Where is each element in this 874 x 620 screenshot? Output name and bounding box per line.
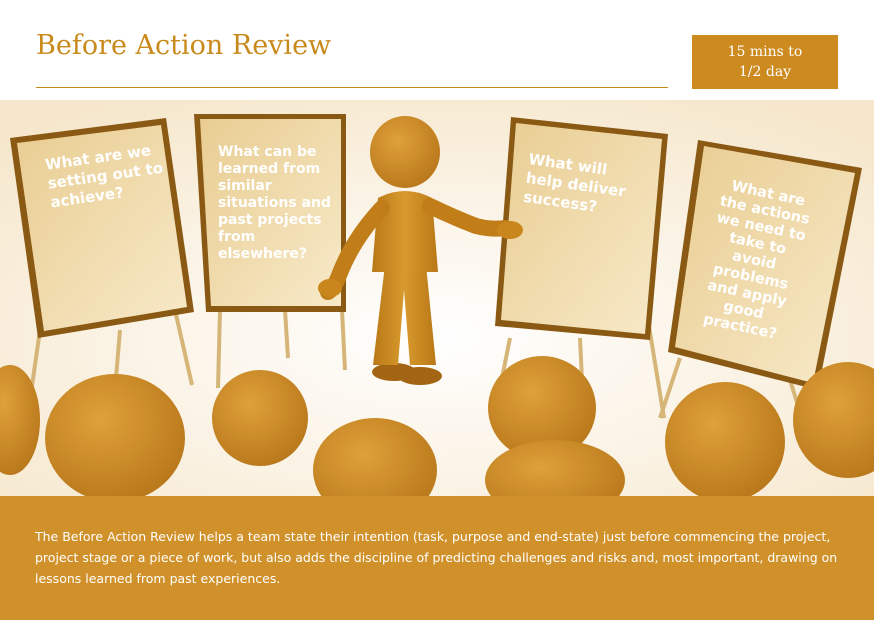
description-text: The Before Action Review helps a team st… [35, 529, 838, 586]
duration-badge: 15 mins to 1/2 day [692, 35, 838, 89]
title-divider [36, 87, 668, 88]
footer-panel [0, 496, 874, 620]
board-2-text: What can be learned from similar situati… [218, 144, 331, 262]
flipchart-4 [658, 140, 862, 419]
flipchart-1 [10, 118, 194, 401]
flipchart-3 [495, 117, 668, 419]
flipchart-2 [194, 114, 347, 389]
page-title: Before Action Review [36, 30, 332, 61]
illustration [0, 100, 874, 496]
presenter-figure [318, 116, 523, 385]
audience [0, 356, 874, 496]
duration-line-1: 15 mins to [727, 44, 803, 60]
duration-line-2: 1/2 day [738, 64, 792, 80]
